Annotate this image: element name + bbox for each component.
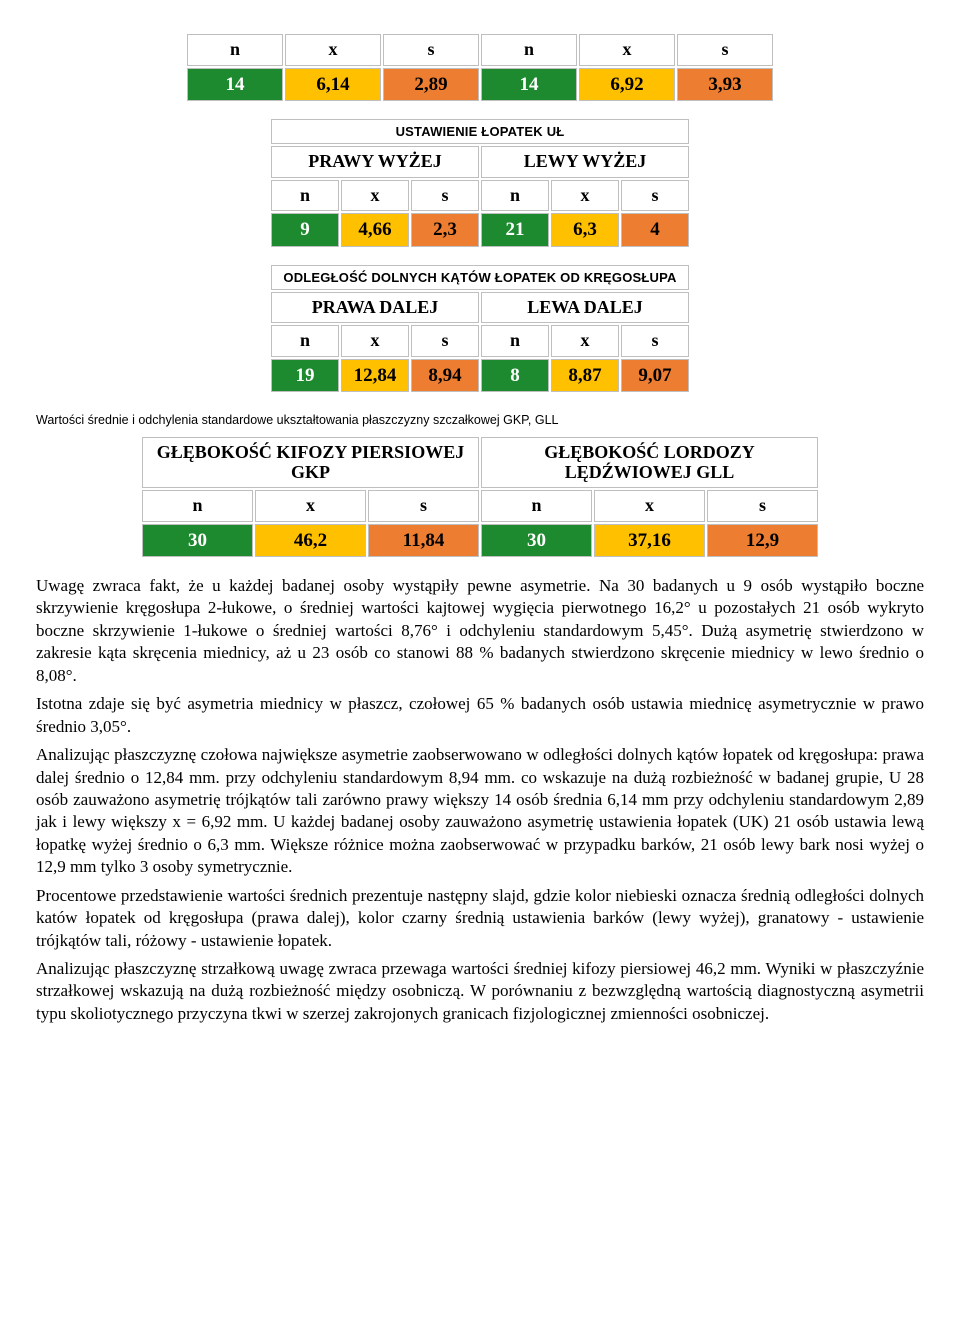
col-n: n <box>187 34 283 66</box>
val-n: 30 <box>142 524 253 557</box>
table-header-row: n x s n x s <box>187 34 773 66</box>
col-s: s <box>368 490 479 522</box>
side-right-header: LEWY WYŻEJ <box>481 146 689 178</box>
col-n: n <box>481 34 577 66</box>
col-x: x <box>579 34 675 66</box>
val-s: 3,93 <box>677 68 773 101</box>
val-x: 6,3 <box>551 213 619 246</box>
col-n: n <box>481 325 549 357</box>
table-header-row: n x s n x s <box>271 180 689 212</box>
col-s: s <box>383 34 479 66</box>
val-x: 12,84 <box>341 359 409 392</box>
table-header-row: n x s n x s <box>142 490 818 522</box>
table-value-row: 30 46,2 11,84 30 37,16 12,9 <box>142 524 818 557</box>
side-left-header: GŁĘBOKOŚĆ KIFOZY PIERSIOWEJ GKP <box>142 437 479 488</box>
val-s: 8,94 <box>411 359 479 392</box>
col-s: s <box>707 490 818 522</box>
paragraph-3: Analizując płaszczyznę czołowa największ… <box>36 744 924 879</box>
val-n: 21 <box>481 213 549 246</box>
side-left-header: PRAWY WYŻEJ <box>271 146 479 178</box>
col-x: x <box>341 180 409 212</box>
val-s: 12,9 <box>707 524 818 557</box>
val-n: 8 <box>481 359 549 392</box>
table-scapula-position: USTAWIENIE ŁOPATEK UŁ PRAWY WYŻEJ LEWY W… <box>269 117 691 249</box>
table-value-row: 9 4,66 2,3 21 6,3 4 <box>271 213 689 246</box>
col-x: x <box>255 490 366 522</box>
side-left-header: PRAWA DALEJ <box>271 292 479 324</box>
table-gkp-gll: GŁĘBOKOŚĆ KIFOZY PIERSIOWEJ GKP GŁĘBOKOŚ… <box>140 435 820 559</box>
side-right-header: GŁĘBOKOŚĆ LORDOZY LĘDŹWIOWEJ GLL <box>481 437 818 488</box>
col-x: x <box>285 34 381 66</box>
val-x: 6,92 <box>579 68 675 101</box>
val-x: 8,87 <box>551 359 619 392</box>
col-s: s <box>411 325 479 357</box>
val-s: 9,07 <box>621 359 689 392</box>
col-n: n <box>142 490 253 522</box>
col-x: x <box>594 490 705 522</box>
col-x: x <box>341 325 409 357</box>
val-n: 30 <box>481 524 592 557</box>
table-header-row: n x s n x s <box>271 325 689 357</box>
val-n: 14 <box>187 68 283 101</box>
side-right-header: LEWA DALEJ <box>481 292 689 324</box>
val-s: 4 <box>621 213 689 246</box>
val-s: 2,89 <box>383 68 479 101</box>
col-x: x <box>551 180 619 212</box>
col-n: n <box>271 325 339 357</box>
val-x: 4,66 <box>341 213 409 246</box>
col-s: s <box>677 34 773 66</box>
val-x: 6,14 <box>285 68 381 101</box>
col-n: n <box>271 180 339 212</box>
paragraph-2: Istotna zdaje się być asymetria miednicy… <box>36 693 924 738</box>
val-n: 19 <box>271 359 339 392</box>
col-s: s <box>621 180 689 212</box>
table-value-row: 19 12,84 8,94 8 8,87 9,07 <box>271 359 689 392</box>
val-x: 46,2 <box>255 524 366 557</box>
col-x: x <box>551 325 619 357</box>
table-title: ODLEGŁOŚĆ DOLNYCH KĄTÓW ŁOPATEK OD KRĘGO… <box>271 265 689 290</box>
table-triangles: n x s n x s 14 6,14 2,89 14 6,92 3,93 <box>185 32 775 103</box>
val-n: 14 <box>481 68 577 101</box>
col-n: n <box>481 180 549 212</box>
val-s: 2,3 <box>411 213 479 246</box>
table-scapula-distance: ODLEGŁOŚĆ DOLNYCH KĄTÓW ŁOPATEK OD KRĘGO… <box>269 263 691 395</box>
paragraph-1: Uwagę zwraca fakt, że u każdej badanej o… <box>36 575 924 687</box>
table-title: USTAWIENIE ŁOPATEK UŁ <box>271 119 689 144</box>
paragraph-4: Procentowe przedstawienie wartości średn… <box>36 885 924 952</box>
col-s: s <box>411 180 479 212</box>
table-value-row: 14 6,14 2,89 14 6,92 3,93 <box>187 68 773 101</box>
col-s: s <box>621 325 689 357</box>
val-s: 11,84 <box>368 524 479 557</box>
col-n: n <box>481 490 592 522</box>
paragraph-5: Analizując płaszczyznę strzałkową uwagę … <box>36 958 924 1025</box>
val-n: 9 <box>271 213 339 246</box>
val-x: 37,16 <box>594 524 705 557</box>
caption-gkp-gll: Wartości średnie i odchylenia standardow… <box>36 412 924 429</box>
